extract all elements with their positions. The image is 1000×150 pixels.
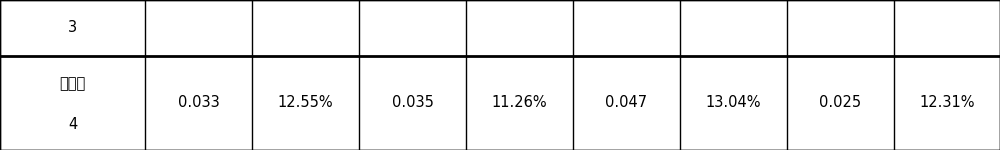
Text: 13.04%: 13.04% [706, 95, 761, 110]
Text: 12.55%: 12.55% [278, 95, 333, 110]
Text: 0.047: 0.047 [605, 95, 648, 110]
Text: 0.033: 0.033 [178, 95, 219, 110]
Text: 12.31%: 12.31% [919, 95, 975, 110]
Text: 0.025: 0.025 [819, 95, 862, 110]
Text: 4: 4 [68, 117, 77, 132]
Text: 3: 3 [68, 20, 77, 35]
Text: 对比例: 对比例 [59, 76, 86, 91]
Text: 0.035: 0.035 [392, 95, 433, 110]
Text: 11.26%: 11.26% [492, 95, 547, 110]
